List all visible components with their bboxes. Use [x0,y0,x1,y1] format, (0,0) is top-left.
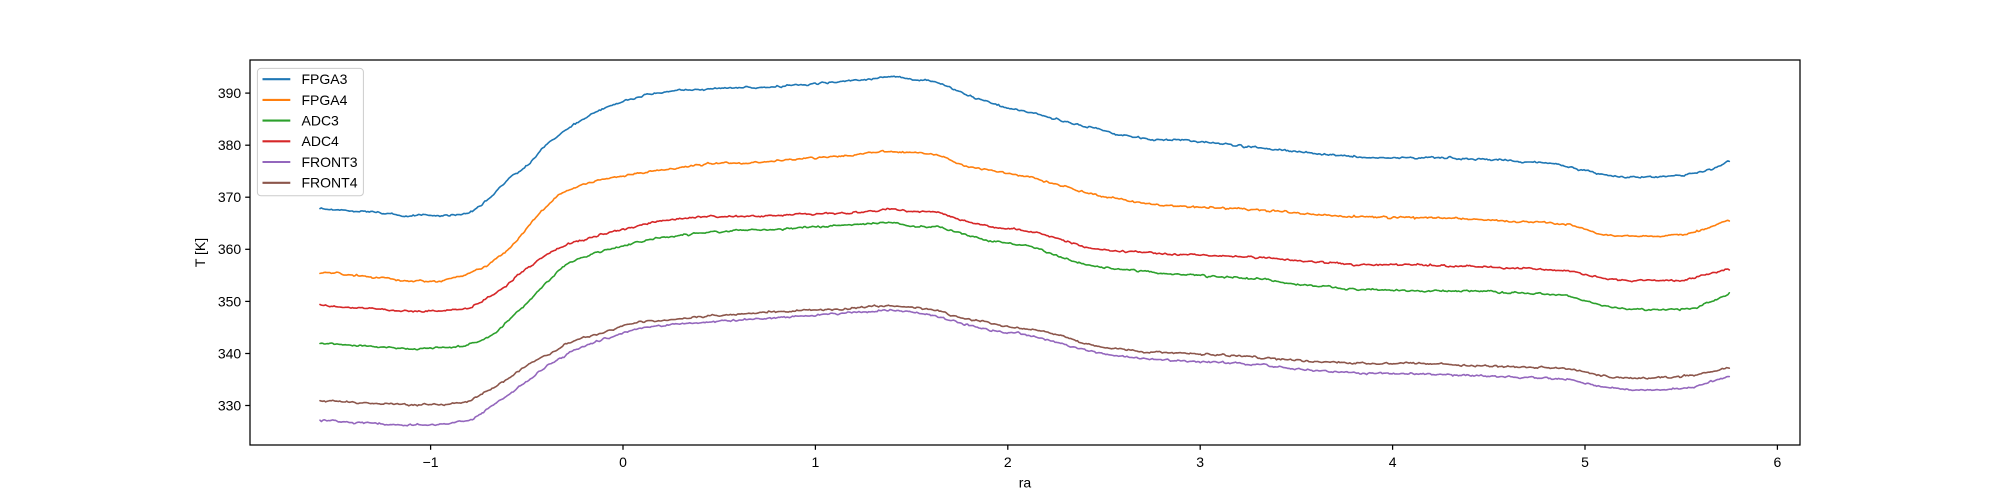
svg-text:FPGA4: FPGA4 [302,92,348,108]
svg-text:380: 380 [218,137,242,153]
svg-text:−1: −1 [423,454,439,470]
svg-text:2: 2 [1004,454,1012,470]
svg-text:ra: ra [1019,475,1032,491]
svg-text:4: 4 [1389,454,1397,470]
svg-text:330: 330 [218,397,242,413]
svg-text:3: 3 [1196,454,1204,470]
svg-text:340: 340 [218,345,242,361]
svg-text:FRONT4: FRONT4 [302,175,358,191]
svg-text:360: 360 [218,241,242,257]
svg-text:0: 0 [619,454,627,470]
svg-text:370: 370 [218,189,242,205]
svg-text:T [K]: T [K] [192,238,208,267]
svg-text:FRONT3: FRONT3 [302,154,358,170]
svg-text:390: 390 [218,85,242,101]
svg-text:5: 5 [1581,454,1589,470]
svg-text:6: 6 [1774,454,1782,470]
svg-text:ADC4: ADC4 [302,133,340,149]
svg-text:ADC3: ADC3 [302,113,340,129]
svg-text:1: 1 [812,454,820,470]
svg-text:FPGA3: FPGA3 [302,71,348,87]
svg-text:350: 350 [218,293,242,309]
